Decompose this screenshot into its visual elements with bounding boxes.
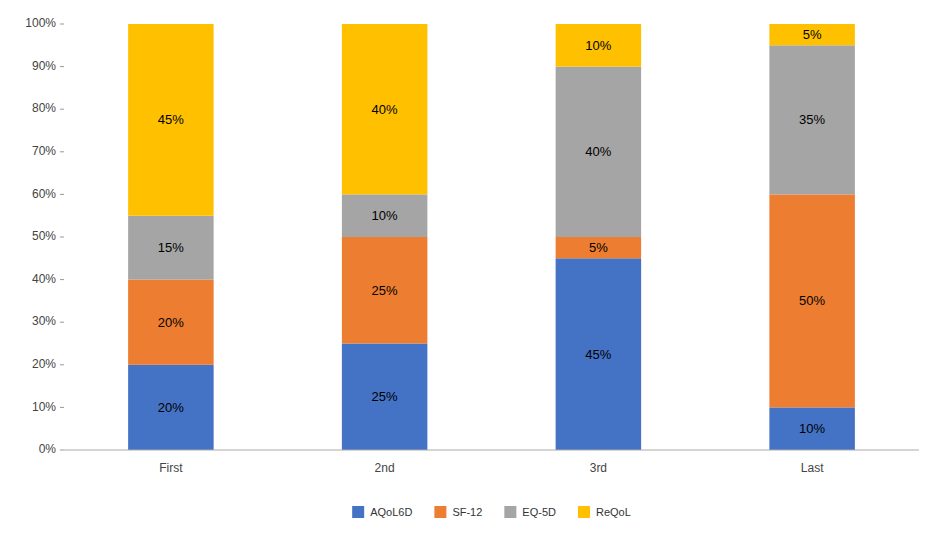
data-label: 5%: [589, 240, 608, 255]
data-label: 10%: [799, 421, 825, 436]
y-tick: [60, 109, 64, 110]
legend-swatch: [434, 506, 446, 518]
data-label: 35%: [799, 112, 825, 127]
y-tick: [60, 151, 64, 152]
x-tick-label: Last: [801, 461, 824, 475]
x-axis-line: [64, 450, 919, 451]
y-tick-label: 60%: [32, 187, 56, 201]
bar-segment: [769, 194, 855, 407]
data-label: 20%: [158, 315, 184, 330]
legend-label: SF-12: [452, 506, 482, 518]
chart: 0% 10% 20% 30% 40% 50% 60% 70% 80% 90% 100% 20% 25% 4…: [0, 0, 943, 546]
bar-segment: [342, 194, 428, 237]
data-label: 25%: [372, 389, 398, 404]
data-labels: 20% 25% 45% 10% 20% 25% 5% 50% 15% 10% 40% 35% 45% 40…: [158, 27, 826, 436]
bars: [128, 24, 855, 450]
bar-segment: [128, 216, 214, 280]
y-tick: [60, 66, 64, 67]
bar-segment: [342, 344, 428, 451]
legend-swatch: [504, 506, 516, 518]
bar-segment: [128, 24, 214, 216]
y-tick-label: 70%: [32, 144, 56, 158]
data-label: 5%: [803, 27, 822, 42]
y-tick-label: 100%: [25, 16, 56, 30]
y-tick-label: 90%: [32, 59, 56, 73]
y-tick: [60, 450, 64, 451]
y-tick-label: 50%: [32, 229, 56, 243]
bar-segment: [769, 45, 855, 194]
bar-segment: [556, 258, 642, 450]
legend-swatch: [578, 506, 590, 518]
data-label: 50%: [799, 293, 825, 308]
legend-label: EQ-5D: [522, 506, 556, 518]
bar-segment: [342, 24, 428, 194]
bar-segment: [769, 407, 855, 450]
bar-segment: [556, 24, 642, 67]
x-tick-label: 2nd: [375, 461, 395, 475]
legend-label: AQoL6D: [370, 506, 412, 518]
y-tick-label: 80%: [32, 101, 56, 115]
y-tick: [60, 364, 64, 365]
data-label: 15%: [158, 240, 184, 255]
y-tick: [60, 237, 64, 238]
data-label: 20%: [158, 400, 184, 415]
x-tick-label: First: [159, 461, 183, 475]
x-tick-label: 3rd: [590, 461, 607, 475]
bar-segment: [128, 280, 214, 365]
y-tick: [60, 24, 64, 25]
y-tick-label: 0%: [39, 442, 57, 456]
y-axis: 0% 10% 20% 30% 40% 50% 60% 70% 80% 90% 100%: [25, 16, 64, 456]
x-axis: First 2nd 3rd Last: [64, 450, 919, 475]
y-tick-label: 40%: [32, 272, 56, 286]
legend: AQoL6D SF-12 EQ-5D ReQoL: [352, 506, 631, 518]
data-label: 40%: [585, 144, 611, 159]
y-tick: [60, 407, 64, 408]
bar-segment: [556, 67, 642, 237]
legend-label: ReQoL: [596, 506, 631, 518]
data-label: 10%: [372, 208, 398, 223]
data-label: 45%: [585, 347, 611, 362]
y-tick-label: 10%: [32, 400, 56, 414]
y-tick: [60, 194, 64, 195]
bar-segment: [342, 237, 428, 344]
data-label: 40%: [372, 102, 398, 117]
y-tick-label: 20%: [32, 357, 56, 371]
data-label: 25%: [372, 283, 398, 298]
chart-container: 0% 10% 20% 30% 40% 50% 60% 70% 80% 90% 100% 20% 25% 4…: [0, 0, 943, 546]
bar-segment: [769, 24, 855, 45]
legend-swatch: [352, 506, 364, 518]
data-label: 10%: [585, 38, 611, 53]
bar-segment: [128, 365, 214, 450]
y-tick: [60, 279, 64, 280]
data-label: 45%: [158, 112, 184, 127]
y-tick-label: 30%: [32, 314, 56, 328]
y-tick: [60, 322, 64, 323]
bar-segment: [556, 237, 642, 258]
